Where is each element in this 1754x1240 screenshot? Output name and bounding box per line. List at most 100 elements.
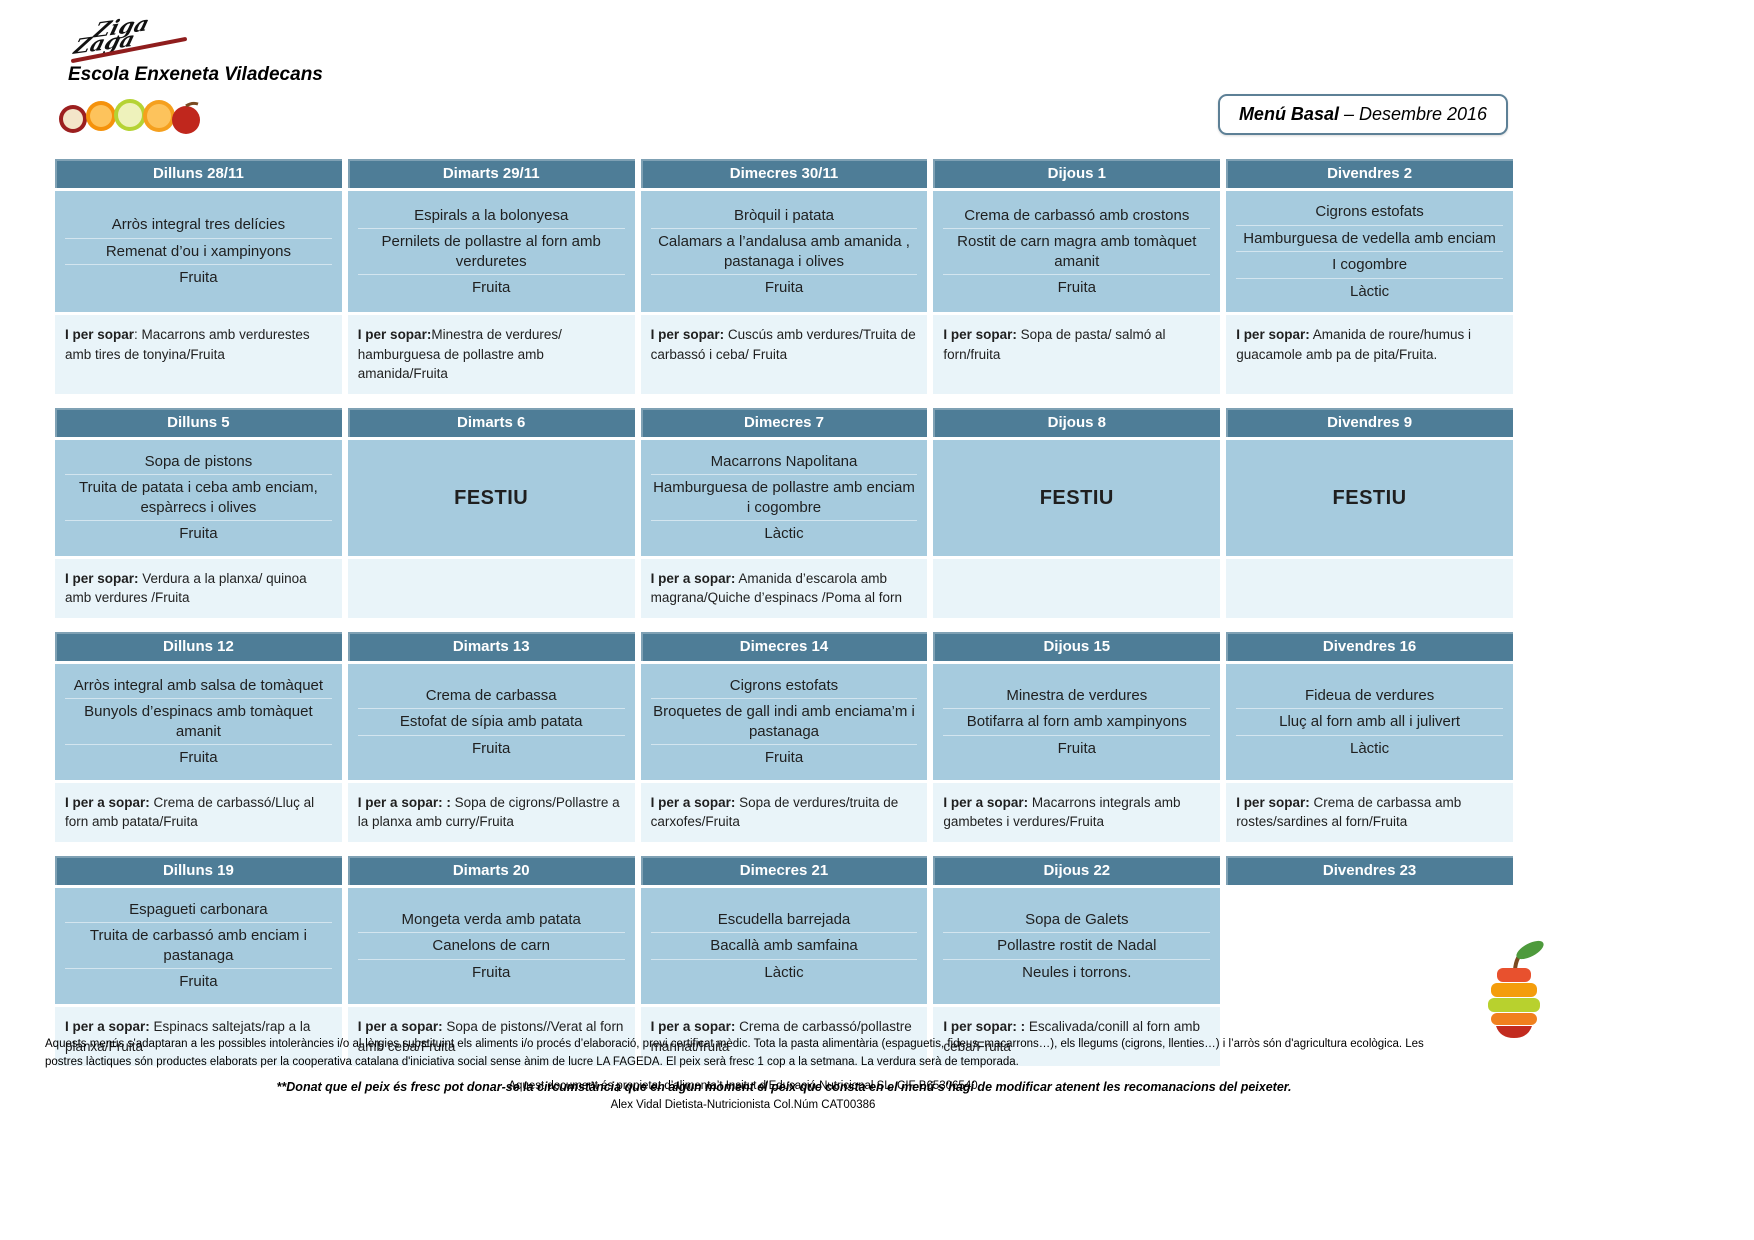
menu-item: Pernilets de pollastre al forn amb verdu…	[357, 228, 625, 274]
menu-item: Hamburguesa de pollastre amb enciam i co…	[650, 474, 918, 520]
day-header: Dimecres 14	[640, 631, 928, 661]
dinner-label: I per sopar:	[357, 327, 432, 342]
lunch-menu-cell: Sopa de Galets Pollastre rostit de Nadal N…	[933, 887, 1221, 1004]
menu-title-badge: Menú Basal – Desembre 2016	[1218, 94, 1508, 135]
menu-item: Fruita	[357, 274, 625, 301]
menu-item: Crema de carbassó amb crostons	[964, 206, 1190, 224]
menu-item: Mongeta verda amb patata	[401, 910, 581, 928]
menu-item: Truita de patata i ceba amb enciam, espà…	[65, 474, 332, 520]
day-header: Divendres 16	[1226, 631, 1513, 661]
menu-item: Rostit de carn magra amb tomàquet amanit	[943, 228, 1211, 274]
school-title: Escola Enxeneta Viladecans	[68, 64, 323, 85]
menu-item: Làctic	[650, 520, 918, 547]
menu-item: Macarrons Napolitana	[710, 452, 858, 470]
menu-item: Fruita	[650, 744, 918, 771]
dinner-suggestion-cell: I per sopar:Minestra de verdures/ hambur…	[347, 315, 635, 394]
menu-item: Cigrons estofats	[1315, 203, 1424, 220]
ownership-note: Aquest document és propietat d’alimenta’…	[508, 1079, 978, 1092]
menu-item: Broquetes de gall indi amb enciama’m i p…	[650, 698, 918, 744]
dinner-label: I per sopar:	[1236, 327, 1310, 342]
day-header: Dijous 22	[933, 855, 1221, 885]
dinner-label: I per sopar: :	[943, 1018, 1026, 1034]
dinner-suggestion-cell: I per sopar: Amanida de roure/humus i gu…	[1226, 315, 1513, 394]
dinner-label: I per a sopar:	[65, 1018, 150, 1034]
menu-item: Sopa de pistons	[144, 452, 253, 470]
lunch-menu-cell: Mongeta verda amb patata Canelons de carn…	[347, 887, 635, 1004]
menu-item: Truita de carbassó amb enciam i pastanag…	[65, 922, 332, 968]
dinner-suggestion-cell: I per a sopar: Sopa de pistons//Verat al…	[347, 1006, 635, 1067]
day-header: Dilluns 28/11	[55, 159, 342, 188]
lunch-menu-cell: FESTIU	[347, 439, 635, 556]
day-header: Divendres 9	[1226, 407, 1513, 437]
day-header: Dimecres 7	[640, 407, 928, 437]
menu-item: Espagueti carbonara	[129, 900, 268, 918]
dinner-suggestion-cell: I per a sopar: : Sopa de cigrons/Pollast…	[347, 782, 635, 842]
lunch-menu-cell: Arròs integral amb salsa de tomàquet Buny…	[55, 663, 342, 780]
menu-item: Làctic	[1236, 277, 1503, 305]
day-header: Dimarts 13	[347, 631, 635, 661]
lunch-menu-cell: FESTIU	[933, 439, 1221, 556]
lunch-menu-cell: Minestra de verdures Botifarra al forn am…	[933, 663, 1221, 780]
day-header: Dijous 1	[933, 159, 1221, 188]
dinner-label: I per a sopar:	[943, 794, 1029, 810]
fish-footnote: **Donat que el peix és fresc pot donar-s…	[276, 1080, 1292, 1095]
dinner-suggestion-cell: I per a sopar: Amanida d’escarola amb ma…	[640, 558, 928, 618]
menu-item: Remenat d’ou i xampinyons	[65, 237, 332, 265]
day-header: Divendres 23	[1226, 855, 1513, 885]
menu-item: Crema de carbassa	[425, 686, 557, 704]
day-header: Dimarts 20	[347, 855, 635, 885]
dinner-suggestion-cell: I per sopar: Crema de carbassa amb roste…	[1226, 782, 1513, 842]
menu-item: Bunyols d’espinacs amb tomàquet amanit	[65, 698, 332, 744]
menu-item: Bròquil i patata	[733, 206, 835, 224]
lunch-menu-cell: Escudella barrejada Bacallà amb samfaina L…	[640, 887, 928, 1004]
lunch-menu-cell: Arròs integral tres delícies Remenat d’ou…	[55, 191, 342, 312]
menu-item: Espirals a la bolonyesa	[414, 206, 569, 224]
day-header: Dimecres 21	[640, 855, 928, 885]
lunch-menu-cell: Cigrons estofats Hamburguesa de vedella a…	[1226, 191, 1513, 312]
week-row: Dilluns 19 Dimarts 20 Dimecres 21 Dijous 22…	[55, 855, 1513, 1067]
menu-item: Fruita	[650, 274, 918, 301]
menu-item: Canelons de carn	[357, 932, 625, 959]
dinner-label: I per sopar:	[65, 570, 139, 586]
dinner-label: I per a sopar:	[357, 1018, 443, 1034]
menu-item: Fruita	[943, 274, 1211, 301]
weeks-container: Dilluns 28/11 Dimarts 29/11 Dimecres 30/11…	[55, 159, 1513, 1067]
lunch-menu-cell: Crema de carbassó amb crostons Rostit de …	[933, 191, 1221, 312]
festiu-label: FESTIU	[454, 486, 529, 509]
menu-item: Minestra de verdures	[1006, 686, 1148, 704]
lunch-menu-cell: Sopa de pistons Truita de patata i ceba a…	[55, 439, 342, 556]
menu-item: Arròs integral tres delícies	[111, 216, 286, 234]
day-header: Dilluns 5	[55, 407, 342, 437]
menu-item: Fruita	[357, 958, 625, 986]
day-header: Dilluns 12	[55, 631, 342, 661]
festiu-label: FESTIU	[1039, 486, 1114, 509]
menu-item: Làctic	[1236, 734, 1503, 762]
day-header: Dimarts 29/11	[347, 159, 635, 188]
day-header: Divendres 2	[1226, 159, 1513, 188]
menu-item: Fruita	[65, 968, 332, 995]
dinner-suggestion-cell	[933, 558, 1221, 618]
menu-item: Botifarra al forn amb xampinyons	[943, 708, 1211, 735]
dinner-label: I per sopar:	[1236, 794, 1310, 810]
dinner-suggestion-cell: I per a sopar: Sopa de verdures/truita d…	[640, 782, 928, 842]
dinner-suggestion-cell	[1226, 558, 1513, 618]
dinner-suggestion-cell: I per sopar: : Escalivada/conill al forn…	[933, 1006, 1221, 1067]
dinner-label: I per a sopar:	[650, 794, 736, 810]
fruit-slices-image	[59, 99, 200, 134]
lunch-menu-cell: Fideua de verdures Lluç al forn amb all i…	[1226, 663, 1513, 780]
menu-item: Arròs integral amb salsa de tomàquet	[73, 676, 324, 694]
badge-bold-text: Menú Basal	[1238, 104, 1339, 124]
dinner-suggestion-cell: I per a sopar: Crema de carbassó/pollast…	[640, 1006, 928, 1067]
week-row: Dilluns 28/11 Dimarts 29/11 Dimecres 30/11…	[55, 159, 1513, 394]
dietitian-note: Alex Vidal Dietista-Nutricionista Col.Nú…	[610, 1099, 876, 1112]
lunch-menu-cell: Espirals a la bolonyesa Pernilets de poll…	[347, 191, 635, 312]
day-header: Dilluns 19	[55, 855, 342, 885]
menu-item: Calamars a l’andalusa amb amanida , past…	[650, 228, 918, 274]
menu-table: Dilluns 28/11 Dimarts 29/11 Dimecres 30/11…	[55, 159, 1513, 1094]
ziga-zaga-logo: Ziga Zaga	[70, 11, 200, 64]
menu-item: I cogombre	[1236, 251, 1503, 278]
menu-item: Pollastre rostit de Nadal	[943, 932, 1211, 959]
menu-item: Fideua de verdures	[1304, 686, 1435, 704]
lunch-menu-cell: Cigrons estofats Broquetes de gall indi a…	[640, 663, 928, 780]
week-row: Dilluns 12 Dimarts 13 Dimecres 14 Dijous 15…	[55, 631, 1513, 842]
